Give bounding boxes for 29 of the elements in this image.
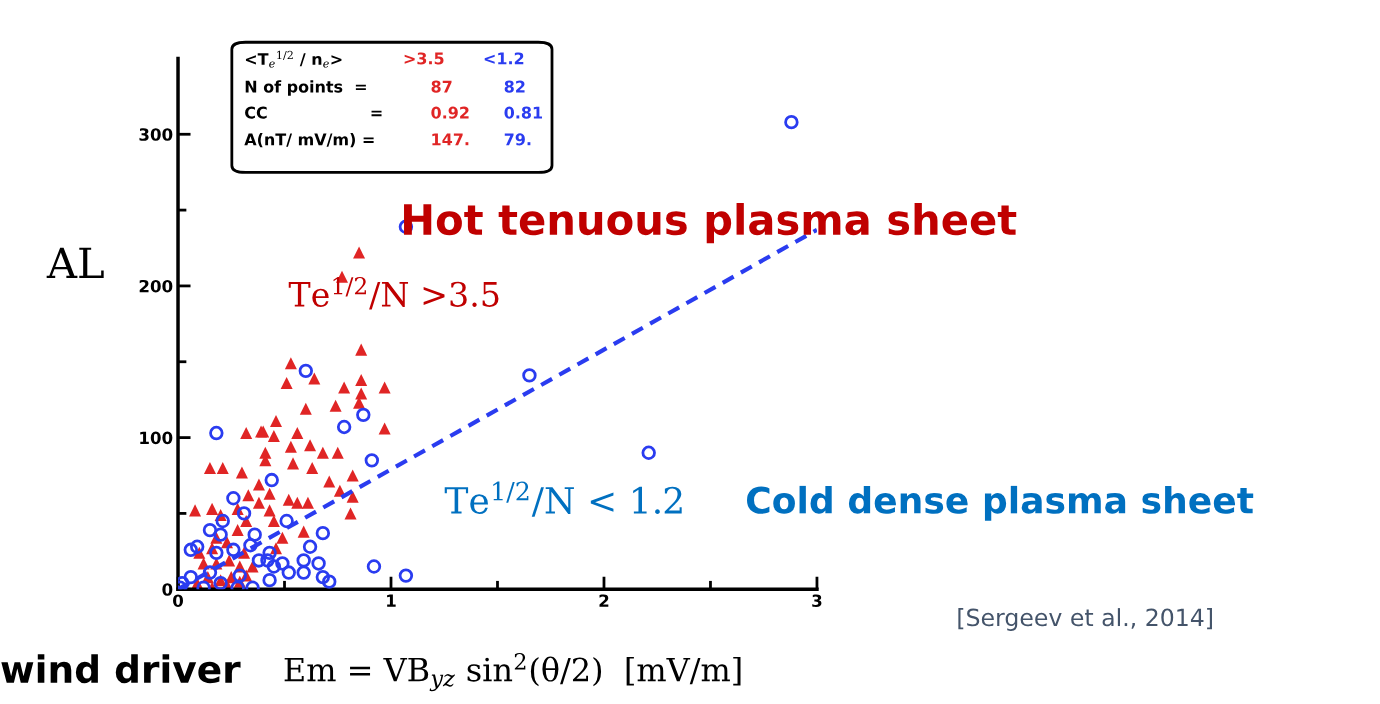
x-tick-label: 0 [173,594,184,608]
annotation: Hot tenuous plasma sheet [404,203,1017,244]
annotation: Cold dense plasma sheet [747,485,1254,521]
annotation: 79. [504,133,531,146]
annotation: 87 [431,80,452,93]
annotation: CC [245,106,267,119]
annotation: A(nT/ mV/m) = [244,133,374,148]
annotation: 82 [504,80,525,93]
text: Em = VB$_{yz}$ sin$^{2}$(θ/2) [mV/m] [284,652,741,692]
y-tick-label: 0 [162,583,173,596]
annotation: N of points = [245,80,366,96]
annotation: 0.92 [431,106,469,119]
annotation: <1.2 [484,52,524,65]
annotation: 147. [432,133,469,146]
annotation: 0.81 [504,106,543,119]
annotation: = [371,110,382,117]
annotation: >3.5 [404,52,444,65]
x-axis-title: wind driver [1,654,241,684]
y-tick-label: 100 [140,431,173,445]
y-tick-label: 300 [139,128,173,141]
x-tick-label: 2 [599,594,609,607]
y-axis-title: AL [46,247,104,279]
x-tick-label: 3 [812,594,822,608]
text: [Sergeev et al., 2014] [958,608,1212,631]
annotation: <T$_{e}$$^{1/2}$ / n$_{e}$> [245,50,342,68]
annotation: Te$^{1/2}$/N >3.5 [288,276,499,310]
annotation: Te$^{1/2}$/N < 1.2 [444,481,682,517]
y-tick-label: 200 [139,279,173,293]
x-tick-label: 1 [387,594,396,607]
